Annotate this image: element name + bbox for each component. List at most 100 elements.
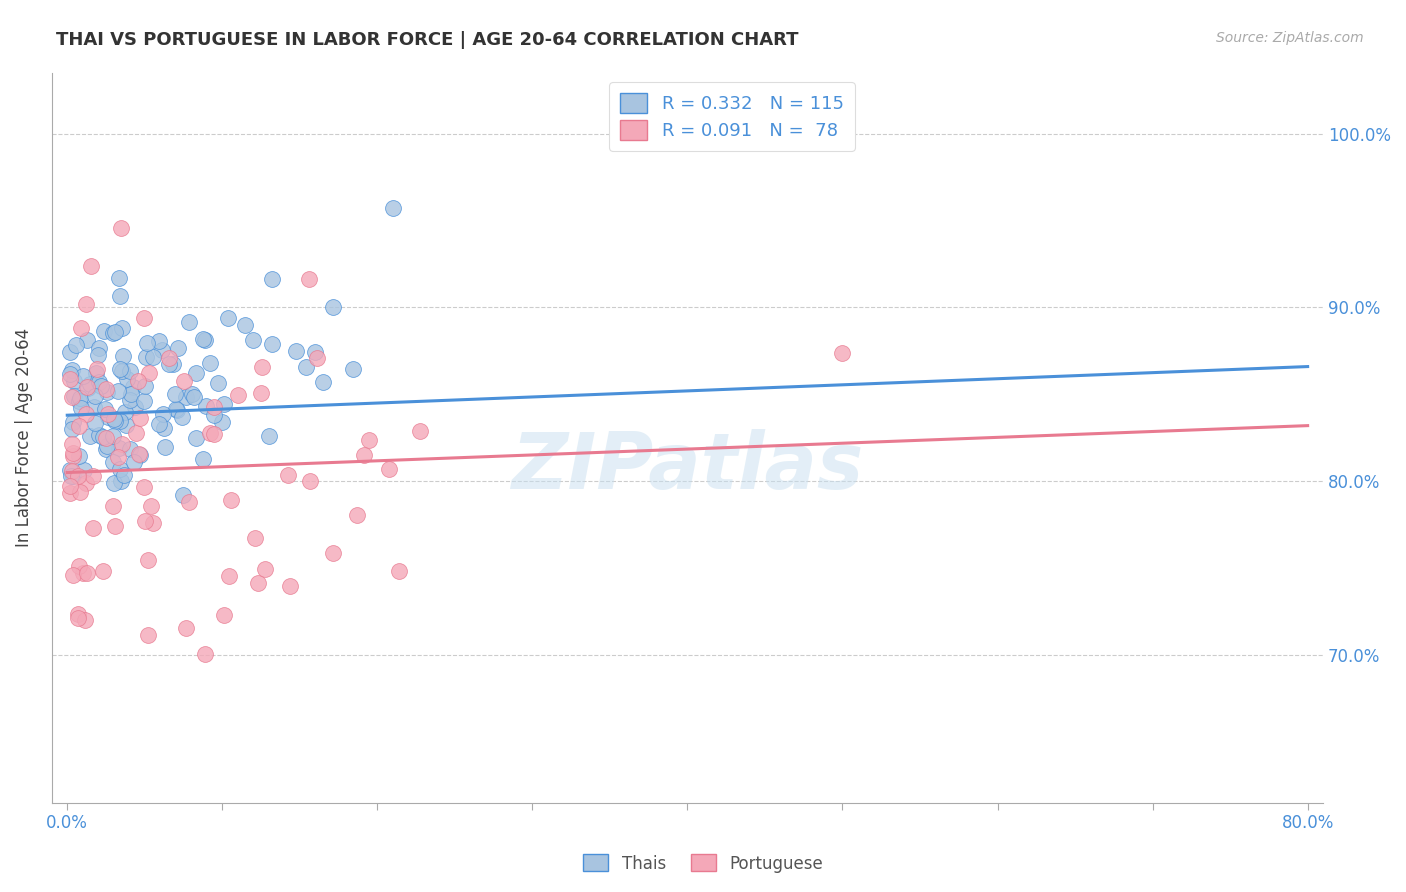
Point [162, 357, 184, 371]
Point [93, 564, 115, 578]
Point [124, 400, 146, 414]
Point [153, 420, 176, 434]
Point [322, 546, 344, 560]
Point [59, 463, 82, 477]
Point [75, 297, 97, 311]
Legend: R = 0.332   N = 115, R = 0.091   N =  78: R = 0.332 N = 115, R = 0.091 N = 78 [609, 82, 855, 151]
Point [211, 415, 233, 429]
Text: Source: ZipAtlas.com: Source: ZipAtlas.com [1216, 31, 1364, 45]
Y-axis label: In Labor Force | Age 20-64: In Labor Force | Age 20-64 [15, 328, 32, 548]
Point [173, 375, 195, 389]
Point [79, 428, 101, 442]
Point [153, 440, 176, 454]
Point [84, 366, 107, 380]
Point [163, 387, 186, 401]
Point [152, 407, 174, 421]
Point [195, 399, 218, 413]
Text: ZIPatlas: ZIPatlas [512, 429, 863, 505]
Point [72, 566, 94, 580]
Point [132, 393, 155, 408]
Point [60, 437, 83, 451]
Point [148, 334, 170, 348]
Point [101, 326, 124, 340]
Point [94, 442, 117, 456]
Point [260, 271, 283, 285]
Point [202, 400, 225, 414]
Point [136, 335, 159, 350]
Point [73, 613, 96, 627]
Point [136, 553, 159, 567]
Point [111, 437, 134, 451]
Point [181, 387, 204, 401]
Point [115, 372, 138, 386]
Point [62, 389, 84, 403]
Point [103, 411, 125, 425]
Point [298, 474, 321, 488]
Point [111, 349, 134, 363]
Point [76, 566, 98, 581]
Point [254, 562, 277, 576]
Point [194, 333, 217, 347]
Point [387, 564, 409, 578]
Legend: Thais, Portuguese: Thais, Portuguese [576, 847, 830, 880]
Point [96, 439, 118, 453]
Point [246, 575, 269, 590]
Point [69, 485, 91, 500]
Point [342, 362, 364, 376]
Point [83, 400, 105, 414]
Point [60, 363, 83, 377]
Point [141, 499, 163, 513]
Point [114, 405, 136, 419]
Point [207, 376, 229, 390]
Point [73, 463, 96, 477]
Point [378, 462, 401, 476]
Point [304, 344, 326, 359]
Point [359, 433, 381, 447]
Point [157, 351, 180, 365]
Point [97, 410, 120, 425]
Point [259, 429, 281, 443]
Point [198, 356, 221, 370]
Point [66, 611, 89, 625]
Point [212, 607, 235, 622]
Point [128, 448, 150, 462]
Point [62, 568, 84, 582]
Point [122, 379, 145, 393]
Point [76, 333, 98, 347]
Point [134, 379, 156, 393]
Point [409, 424, 432, 438]
Point [174, 621, 197, 635]
Point [110, 475, 132, 489]
Point [94, 401, 117, 416]
Point [138, 366, 160, 380]
Point [97, 408, 120, 422]
Point [91, 430, 114, 444]
Point [134, 350, 156, 364]
Point [177, 495, 200, 509]
Point [172, 409, 194, 424]
Point [183, 391, 205, 405]
Point [217, 310, 239, 325]
Point [242, 333, 264, 347]
Point [66, 607, 89, 621]
Point [191, 332, 214, 346]
Point [134, 514, 156, 528]
Point [108, 414, 131, 428]
Point [67, 449, 90, 463]
Point [104, 325, 127, 339]
Point [250, 386, 273, 401]
Point [277, 468, 299, 483]
Point [69, 401, 91, 415]
Point [305, 351, 328, 365]
Point [128, 411, 150, 425]
Point [59, 479, 82, 493]
Point [63, 375, 86, 389]
Point [83, 416, 105, 430]
Point [82, 469, 104, 483]
Point [142, 350, 165, 364]
Point [184, 367, 207, 381]
Point [179, 315, 201, 329]
Point [75, 407, 97, 421]
Point [101, 499, 124, 513]
Point [104, 519, 127, 533]
